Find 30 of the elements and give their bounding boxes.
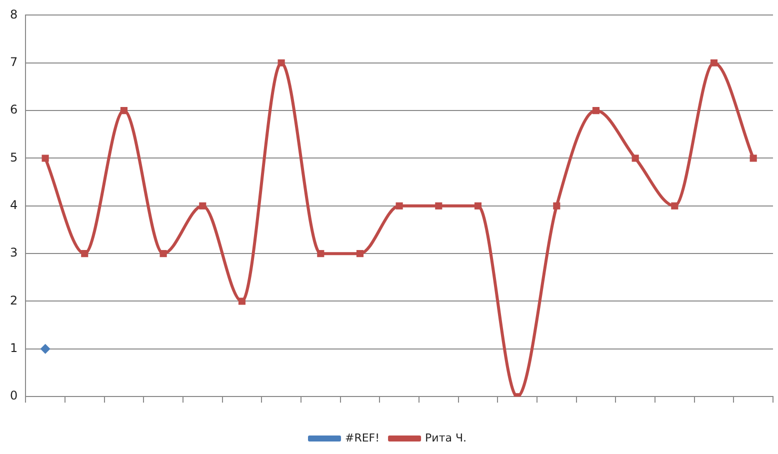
y-tick-label: 4 (10, 198, 18, 212)
y-tick-label: 6 (10, 102, 18, 117)
point (632, 154, 639, 162)
y-tick-label: 0 (10, 388, 18, 403)
legend-label: Рита Ч. (425, 431, 467, 444)
point (356, 250, 364, 258)
point (553, 202, 560, 210)
point (199, 202, 206, 210)
point (42, 154, 49, 162)
y-tick-label: 8 (10, 7, 18, 22)
legend-label: #REF! (344, 431, 380, 444)
point (81, 250, 88, 258)
point (671, 202, 678, 210)
point (317, 250, 324, 258)
y-tick-label: 7 (10, 55, 18, 69)
point (435, 202, 442, 210)
point (278, 59, 285, 66)
point (160, 250, 167, 258)
point (710, 59, 718, 66)
point (40, 344, 50, 354)
y-tick-label: 3 (10, 246, 18, 260)
point (750, 154, 757, 162)
point (120, 107, 128, 114)
point (474, 202, 482, 210)
y-tick-label: 5 (10, 150, 18, 164)
point (592, 107, 600, 114)
point (238, 298, 246, 305)
point (396, 202, 403, 210)
y-tick-label: 2 (10, 293, 18, 308)
y-tick-label: 1 (10, 341, 18, 356)
